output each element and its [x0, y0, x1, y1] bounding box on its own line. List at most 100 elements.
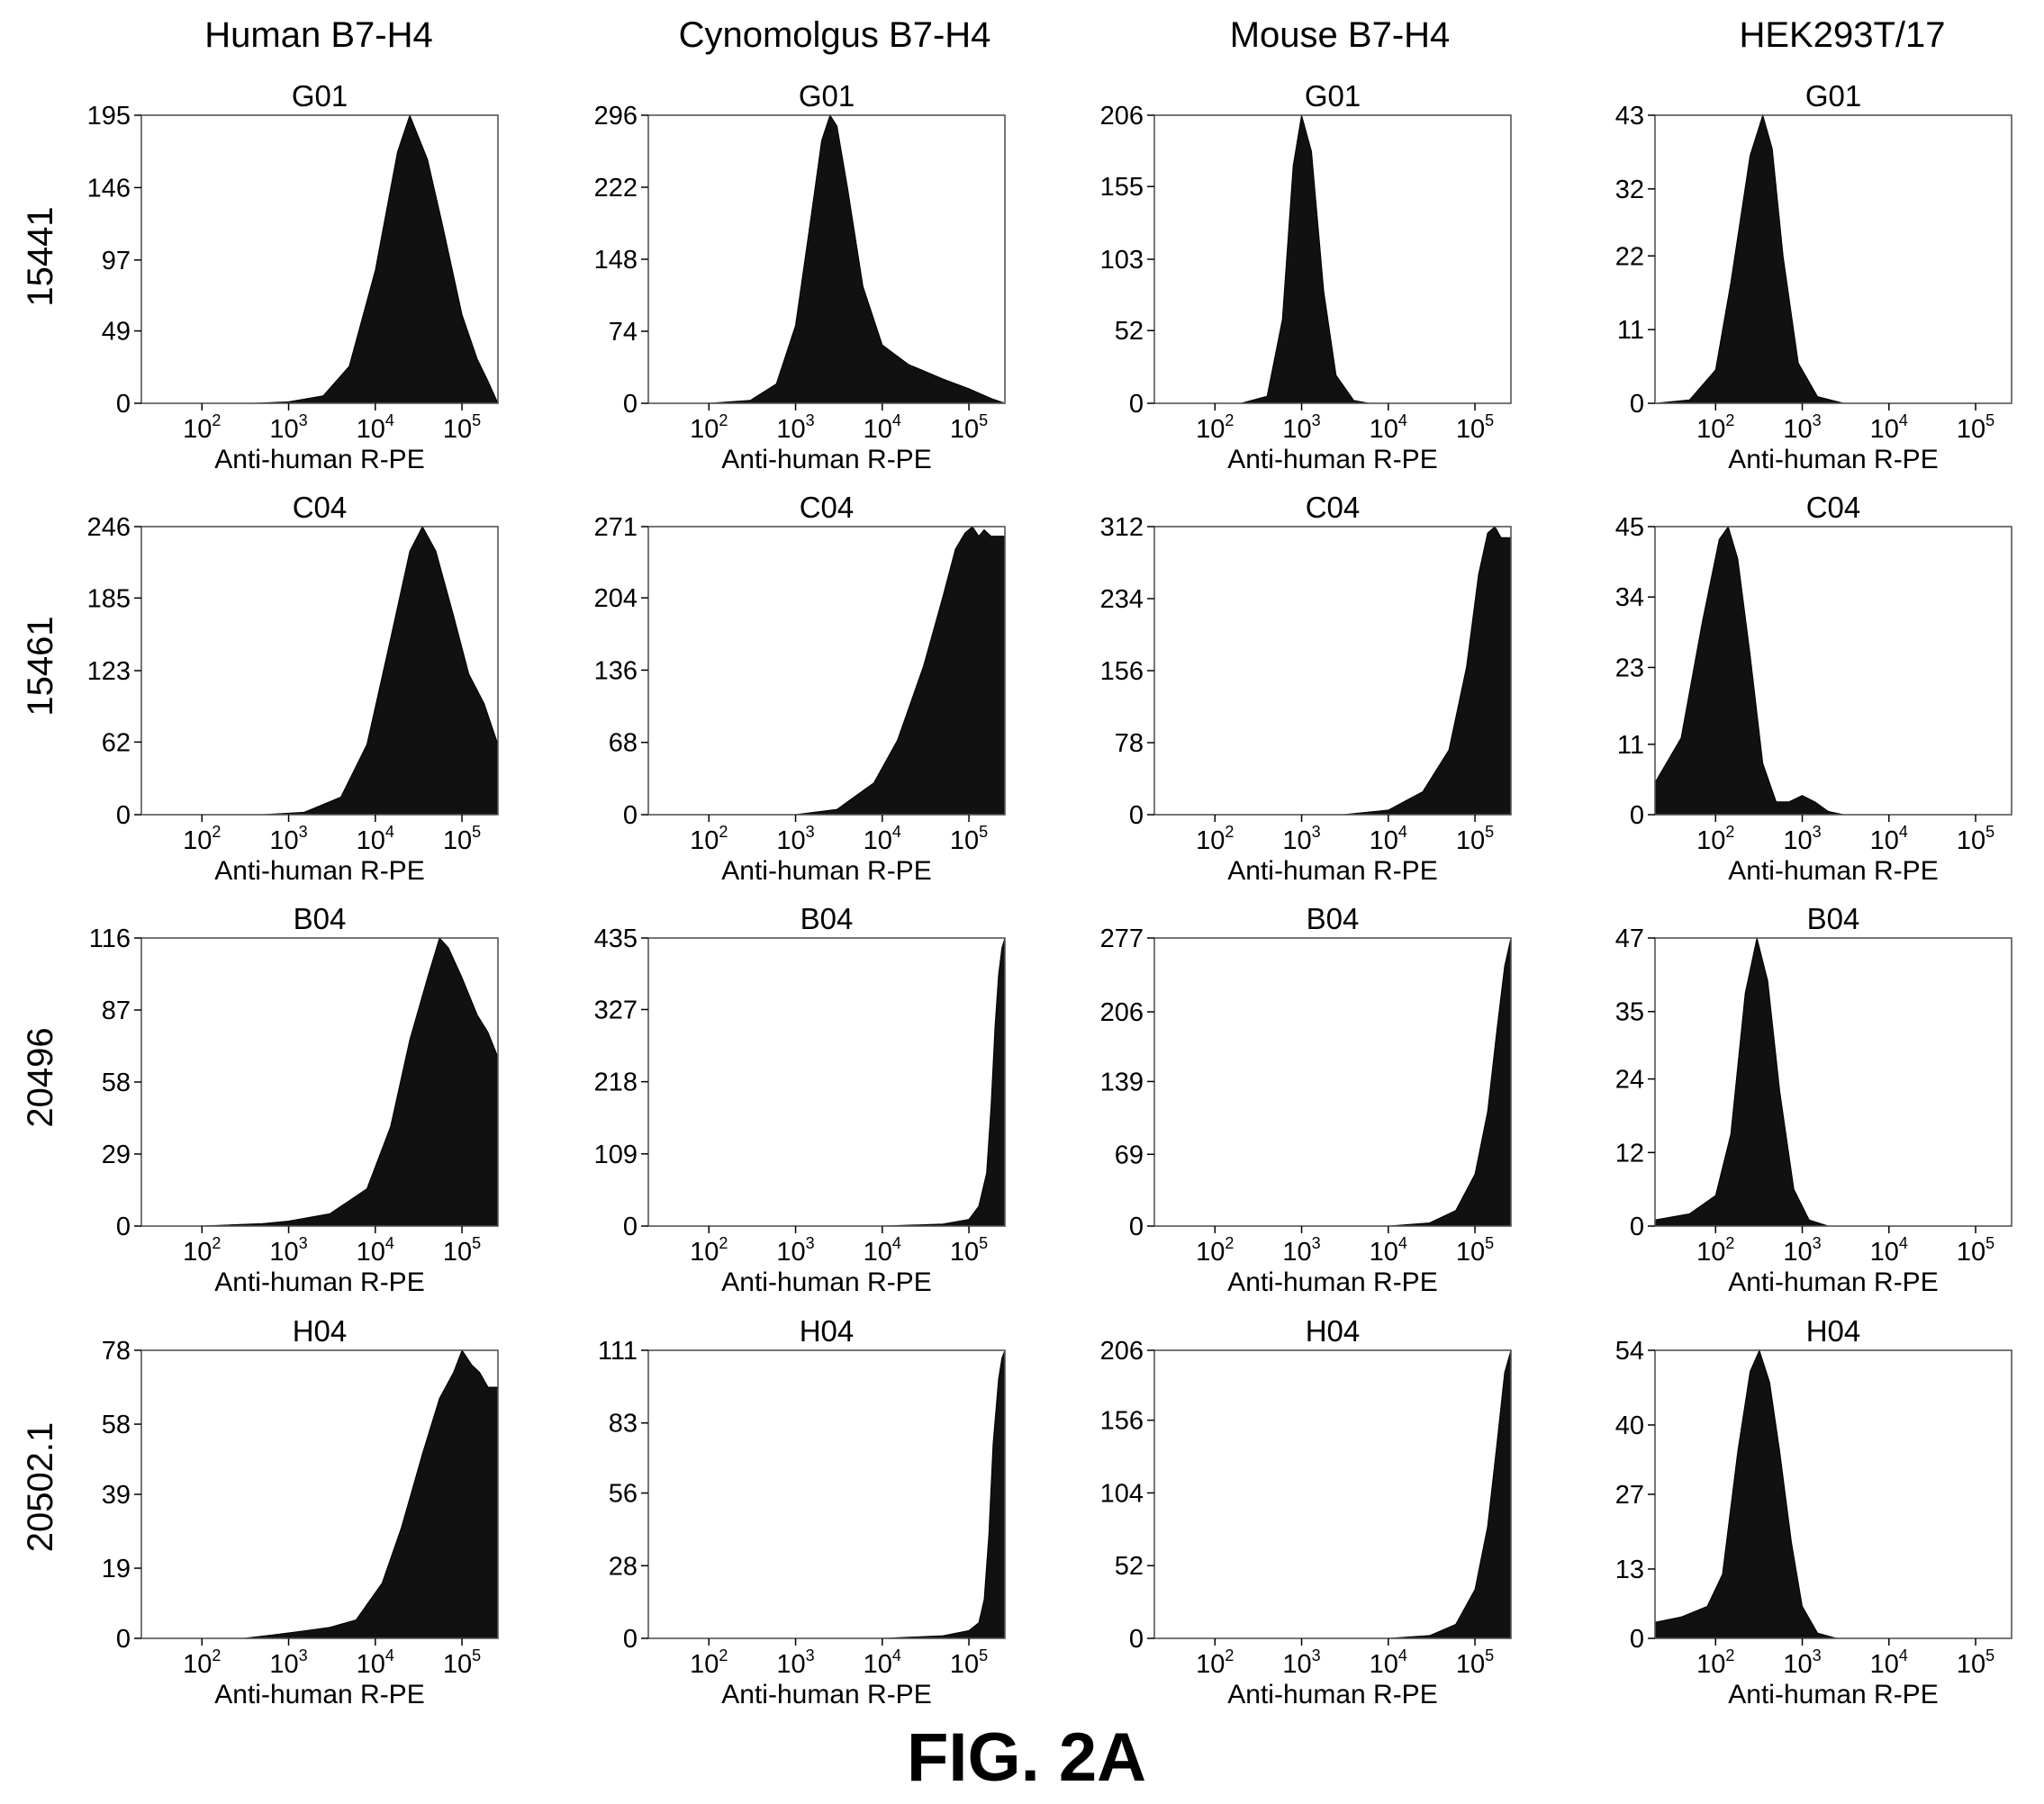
y-tick-label: 29 [102, 1141, 131, 1169]
y-tick-label: 0 [1129, 1625, 1144, 1654]
y-tick-label: 155 [1100, 173, 1144, 202]
x-tick-label: 104 [864, 1646, 901, 1679]
x-tick-label: 102 [1696, 411, 1734, 444]
y-tick-label: 49 [102, 318, 131, 347]
x-tick-label: 104 [1870, 1234, 1908, 1267]
y-tick-label: 195 [87, 102, 131, 131]
x-tick-label: 105 [1456, 1646, 1494, 1679]
x-axis-label: Anti-human R-PE [1728, 445, 1938, 474]
y-tick-label: 0 [116, 390, 131, 419]
plot-frame [1654, 937, 2012, 1227]
row-label-15461: 15461 [21, 616, 60, 716]
y-tick-label: 435 [594, 925, 638, 953]
x-tick-label: 105 [1456, 1234, 1494, 1267]
x-axis-label: Anti-human R-PE [721, 445, 931, 474]
y-tick-label: 116 [89, 925, 131, 953]
y-tick-label: 62 [102, 728, 131, 757]
histogram-area [648, 1349, 1006, 1639]
x-tick-label: 103 [1282, 823, 1320, 855]
x-tick-label: 102 [690, 1234, 728, 1267]
histogram-area [141, 937, 499, 1227]
y-tick-label: 47 [1615, 925, 1644, 953]
panel-title: B04 [1307, 902, 1360, 935]
x-axis-label: Anti-human R-PE [721, 856, 931, 886]
panel-title: C04 [1306, 491, 1361, 524]
y-tick-label: 40 [1615, 1412, 1644, 1440]
x-tick-label: 105 [1456, 411, 1494, 444]
y-tick-label: 327 [594, 996, 638, 1024]
row-label-20496: 20496 [21, 1027, 60, 1127]
x-axis-label: Anti-human R-PE [1728, 1267, 1938, 1297]
histogram-area [1654, 525, 2012, 816]
y-tick-label: 156 [1100, 657, 1144, 686]
y-tick-label: 277 [1100, 925, 1144, 953]
x-axis-label: Anti-human R-PE [1728, 1680, 1938, 1709]
x-tick-label: 104 [1370, 823, 1407, 855]
histogram-area [1154, 526, 1512, 816]
plot-frame [647, 937, 1006, 1227]
y-tick-label: 206 [1100, 1337, 1144, 1366]
plot-frame [140, 114, 499, 404]
x-tick-label: 103 [269, 1646, 307, 1679]
y-tick-label: 0 [623, 801, 638, 830]
x-tick-label: 102 [1196, 1234, 1234, 1267]
panel-20496-mouse-b7-h4: B04 0 69 139 206 277 102 103 104 105 Anti-human R-… [1100, 902, 1512, 1297]
y-tick-label: 136 [594, 656, 638, 685]
y-tick-label: 104 [1100, 1479, 1144, 1508]
x-tick-label: 103 [776, 1234, 814, 1267]
row-label-20502-1: 20502.1 [21, 1422, 60, 1553]
panel-title: B04 [1807, 902, 1860, 935]
y-tick-label: 0 [116, 801, 131, 830]
x-tick-label: 103 [1783, 1646, 1821, 1679]
x-axis-label: Anti-human R-PE [1728, 856, 1938, 886]
panel-title: G01 [799, 79, 855, 113]
panel-15461-cynomolgus-b7-h4: C04 0 68 136 204 271 102 103 104 105 Anti-human R-… [594, 491, 1006, 886]
y-tick-label: 0 [1630, 1213, 1644, 1241]
histogram-area [1154, 1349, 1512, 1639]
y-tick-label: 206 [1100, 998, 1144, 1027]
x-axis-label: Anti-human R-PE [1227, 856, 1437, 886]
x-tick-label: 104 [1870, 411, 1908, 444]
plot-frame [1153, 937, 1512, 1227]
y-tick-label: 234 [1100, 585, 1144, 614]
panel-20496-cynomolgus-b7-h4: B04 0 109 218 327 435 102 103 104 105 Anti-human R… [594, 902, 1006, 1297]
x-axis-label: Anti-human R-PE [721, 1267, 931, 1297]
y-tick-label: 0 [116, 1625, 131, 1654]
y-tick-label: 43 [1615, 102, 1644, 131]
panel-20502-1-hek293t-17: H04 0 13 27 40 54 102 103 104 105 Anti-human R-PE [1615, 1314, 2012, 1709]
x-tick-label: 103 [1783, 823, 1821, 855]
x-tick-label: 105 [443, 823, 481, 855]
panel-15441-cynomolgus-b7-h4: G01 0 74 148 222 296 102 103 104 105 Anti-human R-… [594, 79, 1006, 474]
x-tick-label: 104 [357, 823, 394, 855]
y-tick-label: 27 [1615, 1481, 1644, 1510]
y-tick-label: 22 [1615, 242, 1644, 271]
x-tick-label: 102 [1696, 1234, 1734, 1267]
histogram-area [141, 525, 499, 816]
histogram-area [648, 113, 1006, 404]
x-tick-label: 102 [183, 1234, 221, 1267]
column-title-cynomolgus: Cynomolgus B7-H4 [679, 15, 991, 55]
plot-frame [1654, 526, 2012, 816]
y-tick-label: 28 [609, 1552, 638, 1581]
y-tick-label: 146 [87, 174, 131, 203]
y-tick-label: 34 [1615, 583, 1644, 612]
x-tick-label: 103 [776, 1646, 814, 1679]
x-tick-label: 102 [690, 1646, 728, 1679]
panel-title: C04 [1806, 491, 1861, 524]
y-tick-label: 218 [594, 1069, 638, 1097]
x-tick-label: 105 [443, 1234, 481, 1267]
histogram-area [648, 937, 1006, 1227]
y-tick-label: 139 [1100, 1068, 1144, 1096]
panel-15461-mouse-b7-h4: C04 0 78 156 234 312 102 103 104 105 Anti-human R-… [1100, 491, 1512, 886]
x-tick-label: 104 [1870, 1646, 1908, 1679]
x-tick-label: 104 [864, 1234, 901, 1267]
panel-20496-hek293t-17: B04 0 12 24 35 47 102 103 104 105 Anti-human R-PE [1615, 902, 2012, 1297]
y-tick-label: 83 [609, 1410, 638, 1439]
panel-title: G01 [292, 79, 348, 113]
x-axis-label: Anti-human R-PE [214, 856, 424, 886]
plot-frame [1654, 1349, 2012, 1639]
y-tick-label: 103 [1100, 246, 1144, 275]
histogram-area [1654, 113, 2012, 404]
panel-20502-1-cynomolgus-b7-h4: H04 0 28 56 83 111 102 103 104 105 Anti-human R-PE [598, 1314, 1006, 1709]
panel-title: B04 [800, 902, 854, 935]
